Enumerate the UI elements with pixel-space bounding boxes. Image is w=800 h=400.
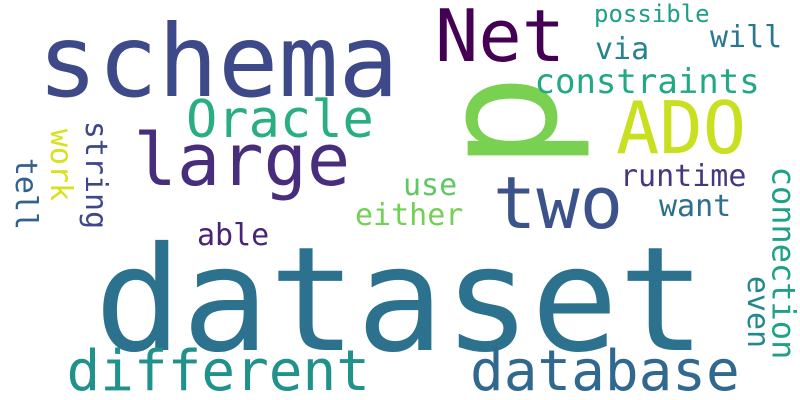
word-large: large — [133, 118, 351, 202]
word-runtime: runtime — [620, 159, 747, 194]
word-able: able — [197, 218, 270, 253]
word-tell: tell — [8, 157, 44, 231]
word-want: want — [659, 189, 732, 224]
word-schema: schema — [37, 3, 399, 120]
word-two: two — [493, 161, 624, 245]
word-either: either — [355, 198, 464, 233]
word-work: work — [43, 128, 79, 202]
word-via: via — [595, 32, 650, 67]
word-database: database — [470, 339, 740, 400]
word-even: even — [740, 275, 776, 349]
word-ado: ADO — [616, 86, 747, 170]
word-constraints: constraints — [534, 62, 760, 102]
word-net: Net — [435, 0, 566, 78]
word-oracle: Oracle — [186, 90, 374, 150]
word-different: different — [66, 339, 370, 400]
word-string: string — [78, 120, 114, 230]
word-will: will — [710, 20, 783, 55]
word-dataset: dataset — [94, 215, 706, 385]
word-possible: possible — [594, 0, 710, 28]
word-use: use — [403, 168, 458, 203]
